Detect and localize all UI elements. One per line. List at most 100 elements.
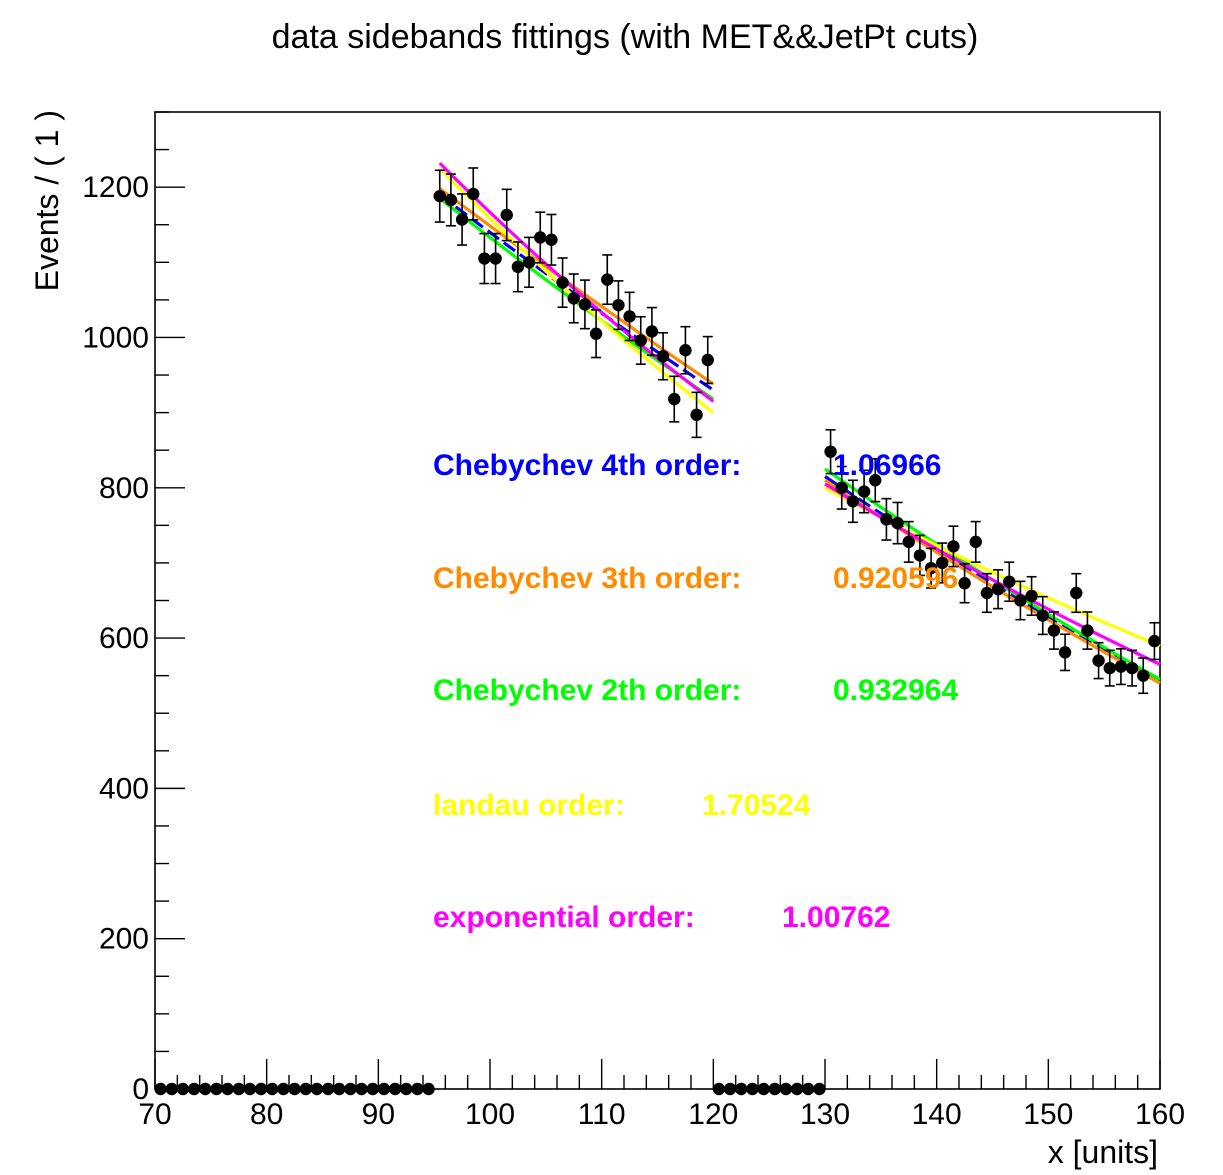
data-point: [243, 1082, 257, 1096]
data-point: [902, 535, 915, 549]
y-tick-label: 800: [99, 472, 149, 505]
data-point: [567, 292, 580, 305]
data-point: [936, 556, 949, 570]
x-tick-label: 160: [1135, 1098, 1185, 1131]
fit-name-label: Chebychev 2th order:: [433, 674, 741, 707]
data-point: [846, 495, 860, 508]
fit-name-label: Chebychev 4th order:: [433, 449, 741, 482]
x-tick-label: 120: [688, 1098, 738, 1131]
data-point: [321, 1082, 335, 1096]
data-point: [980, 586, 994, 600]
data-point: [913, 549, 927, 562]
data-point: [690, 408, 703, 422]
data-point: [187, 1082, 201, 1096]
x-tick-label: 150: [1023, 1098, 1073, 1131]
data-point: [634, 334, 647, 347]
data-point: [1036, 609, 1049, 622]
data-point: [388, 1082, 402, 1096]
data-point: [668, 392, 681, 406]
fit-annotations: Chebychev 4th order: 1.06966 Chebychev 3th…: [433, 449, 958, 934]
y-tick-label: 200: [99, 923, 149, 956]
data-point: [790, 1082, 804, 1096]
fit-value-label: 1.00762: [782, 901, 890, 934]
data-point: [679, 344, 692, 357]
data-point: [232, 1082, 245, 1096]
fit-curve-right: [824, 482, 1161, 666]
data-point: [288, 1082, 301, 1096]
x-tick-label: 110: [578, 1098, 626, 1131]
data-point: [735, 1082, 748, 1096]
fit-curve-left: [438, 161, 715, 403]
data-point: [1003, 575, 1016, 588]
data-point: [1081, 624, 1094, 637]
data-point: [891, 516, 904, 530]
x-axis-label: x [units]: [1048, 1134, 1158, 1170]
data-point: [489, 252, 502, 265]
y-tick-label: 400: [99, 772, 149, 805]
data-point: [802, 1082, 815, 1096]
data-point: [701, 353, 714, 367]
fit-value-label: 0.932964: [833, 674, 958, 707]
data-point: [712, 1082, 726, 1096]
x-tick-label: 130: [800, 1098, 850, 1131]
data-point: [1025, 589, 1038, 603]
data-point: [991, 583, 1005, 596]
data-point: [299, 1082, 312, 1096]
data-point: [310, 1082, 324, 1096]
data-point: [534, 231, 547, 244]
data-point: [1058, 646, 1072, 659]
data-point: [835, 481, 848, 494]
fit-curve-left: [438, 187, 715, 386]
data-point: [254, 1082, 268, 1096]
data-point: [455, 213, 469, 226]
data-point: [869, 474, 882, 487]
data-point: [1070, 586, 1083, 600]
axis-ticks: 70 80 90 100 110 120 130 140 150 160 0 200 400 600 800…: [82, 111, 1185, 1131]
data-points: [154, 167, 1161, 1096]
x-tick-label: 80: [250, 1098, 283, 1131]
data-point: [277, 1082, 290, 1096]
data-point: [824, 445, 837, 458]
data-point: [511, 260, 525, 274]
fit-name-label: Chebychev 3th order:: [433, 562, 741, 595]
data-point: [601, 273, 614, 286]
data-point: [1137, 669, 1150, 682]
data-point: [467, 187, 480, 201]
data-point: [176, 1082, 190, 1096]
data-point: [355, 1082, 368, 1096]
data-point: [768, 1082, 781, 1096]
data-point: [556, 276, 569, 289]
fit-name-label: landau order:: [433, 789, 625, 822]
data-point: [947, 540, 960, 553]
data-point: [333, 1082, 346, 1096]
x-tick-label: 140: [912, 1098, 962, 1131]
data-point: [199, 1082, 212, 1096]
data-point: [1114, 660, 1128, 673]
data-point: [1148, 634, 1161, 648]
data-point: [411, 1082, 424, 1096]
data-point: [1125, 661, 1139, 675]
fit-value-label: 1.06966: [833, 449, 941, 482]
data-point: [478, 252, 491, 265]
x-tick-label: 100: [465, 1098, 515, 1131]
fit-name-label: exponential order:: [433, 901, 695, 934]
data-point: [746, 1082, 759, 1096]
data-point: [165, 1082, 178, 1096]
data-point: [969, 535, 982, 549]
fit-value-label: 1.70524: [702, 789, 811, 822]
data-point: [589, 327, 603, 340]
data-point: [612, 298, 625, 312]
y-axis-label: Events / ( 1 ): [29, 110, 65, 291]
data-point: [958, 577, 971, 590]
x-tick-label: 90: [362, 1098, 395, 1131]
data-point: [422, 1082, 435, 1096]
data-point: [645, 325, 659, 338]
data-point: [880, 513, 893, 526]
data-point: [813, 1082, 826, 1096]
data-point: [1014, 594, 1027, 607]
data-point: [1103, 661, 1116, 675]
data-point: [522, 256, 536, 269]
data-point: [578, 298, 592, 311]
data-point: [344, 1082, 357, 1096]
